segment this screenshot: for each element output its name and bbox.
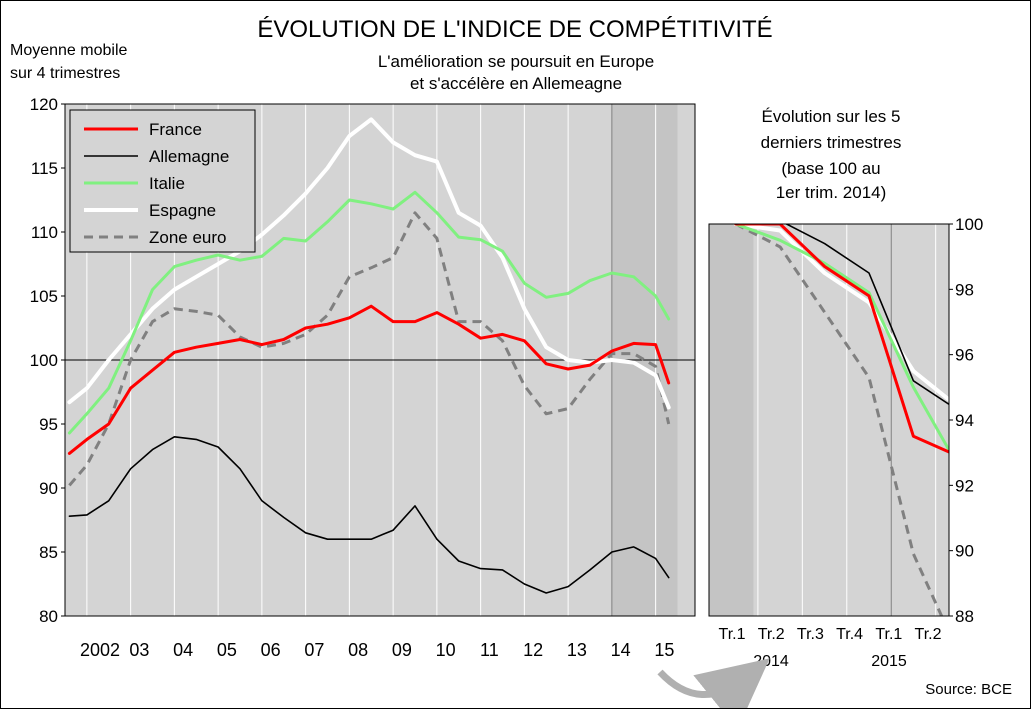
x-tick-label: 12 <box>523 640 543 660</box>
legend-label: Italie <box>149 174 185 193</box>
legend-label: Espagne <box>149 201 216 220</box>
y-tick-label: 96 <box>955 346 974 365</box>
x-tick-label: 04 <box>173 640 193 660</box>
series-line-italie <box>67 190 671 435</box>
x-tick-label: 08 <box>348 640 368 660</box>
y-tick-label: 94 <box>955 411 974 430</box>
y-tick-label: 90 <box>955 542 974 561</box>
year-label: 2015 <box>871 653 907 670</box>
chart-title: ÉVOLUTION DE L'INDICE DE COMPÉTITIVITÉ <box>257 16 772 43</box>
transition-arrow <box>657 658 770 709</box>
series-line-france <box>734 224 949 454</box>
series-line-espagne <box>733 224 949 403</box>
y-axis-label-line-1: Moyenne mobile <box>10 42 128 59</box>
x-tick-label: 03 <box>129 640 149 660</box>
series-line-italie <box>734 224 949 454</box>
y-tick-label: 105 <box>30 287 58 306</box>
chart-subtitle-line-1: L'amélioration se poursuit en Europe <box>378 52 654 71</box>
series-line-zone-euro <box>735 224 944 616</box>
y-tick-label: 100 <box>30 351 58 370</box>
year-label: 2014 <box>753 653 789 670</box>
x-tick-label: 07 <box>304 640 324 660</box>
source-note: Source: BCE <box>925 681 1012 698</box>
legend-item-italie: Italie <box>84 174 185 193</box>
x-tick-label: 13 <box>567 640 587 660</box>
x-tick-label: Tr.4 <box>836 626 863 643</box>
y-tick-label: 98 <box>955 280 974 299</box>
legend-label: Allemagne <box>149 147 229 166</box>
x-tick-label: Tr.3 <box>797 626 824 643</box>
y-tick-label: 95 <box>39 415 58 434</box>
x-tick-label: 05 <box>217 640 237 660</box>
y-tick-label: 88 <box>955 607 974 626</box>
inset-title-line-1: Évolution sur les 5 <box>762 107 901 126</box>
chart-subtitle-line-2: et s'accélère en Allemeagne <box>410 74 622 93</box>
x-tick-label: Tr.1 <box>875 626 902 643</box>
highlight-band <box>709 224 754 616</box>
x-tick-label: 11 <box>480 640 499 660</box>
legend-item-zone-euro: Zone euro <box>84 228 227 247</box>
main-plot-area <box>65 104 695 616</box>
legend-item-espagne: Espagne <box>84 201 216 220</box>
series-line-allemagne <box>68 436 670 594</box>
y-tick-label: 110 <box>31 223 58 242</box>
series-line-allemagne <box>734 224 949 406</box>
x-tick-label: 06 <box>261 640 281 660</box>
x-tick-label: Tr.2 <box>758 626 785 643</box>
x-tick-label: Tr.1 <box>719 626 746 643</box>
y-tick-label: 80 <box>39 607 58 626</box>
inset-axes: 88 90 92 94 96 98 100 Tr.1 Tr.2 Tr.3 Tr.4 Tr.1 Tr.2 2… <box>708 215 983 670</box>
y-tick-label: 90 <box>39 479 58 498</box>
inset-title-line-4: 1er trim. 2014) <box>776 183 887 202</box>
x-tick-label: Tr.2 <box>915 626 942 643</box>
y-axis-label-line-2: sur 4 trimestres <box>10 65 120 82</box>
inset-title-line-2: derniers trimestres <box>761 133 902 152</box>
legend-label: Zone euro <box>149 228 227 247</box>
y-tick-label: 100 <box>955 215 983 234</box>
series-line-france <box>67 304 671 455</box>
legend: France Allemagne Italie Espagne Zone euro <box>69 109 256 253</box>
y-tick-label: 92 <box>955 476 974 495</box>
x-tick-label: 15 <box>654 640 674 660</box>
legend-box <box>69 109 256 253</box>
inset-plot-area <box>709 224 949 616</box>
legend-item-france: France <box>84 120 202 139</box>
series-line-espagne <box>67 117 671 410</box>
series-line-zone-euro <box>68 211 671 487</box>
x-tick-label: 10 <box>436 640 456 660</box>
x-tick-label: 14 <box>611 640 631 660</box>
legend-item-allemagne: Allemagne <box>84 147 229 166</box>
main-axes: 80 85 90 95 100 105 110 115 120 2002 03 04 05 06 07 08 0… <box>30 95 696 660</box>
x-tick-label: 2002 <box>80 640 120 660</box>
x-tick-label: 09 <box>392 640 412 660</box>
y-tick-label: 115 <box>31 159 58 178</box>
y-tick-label: 120 <box>30 95 58 114</box>
legend-label: France <box>149 120 202 139</box>
y-tick-label: 85 <box>39 543 58 562</box>
inset-title-line-3: (base 100 au <box>781 159 880 178</box>
